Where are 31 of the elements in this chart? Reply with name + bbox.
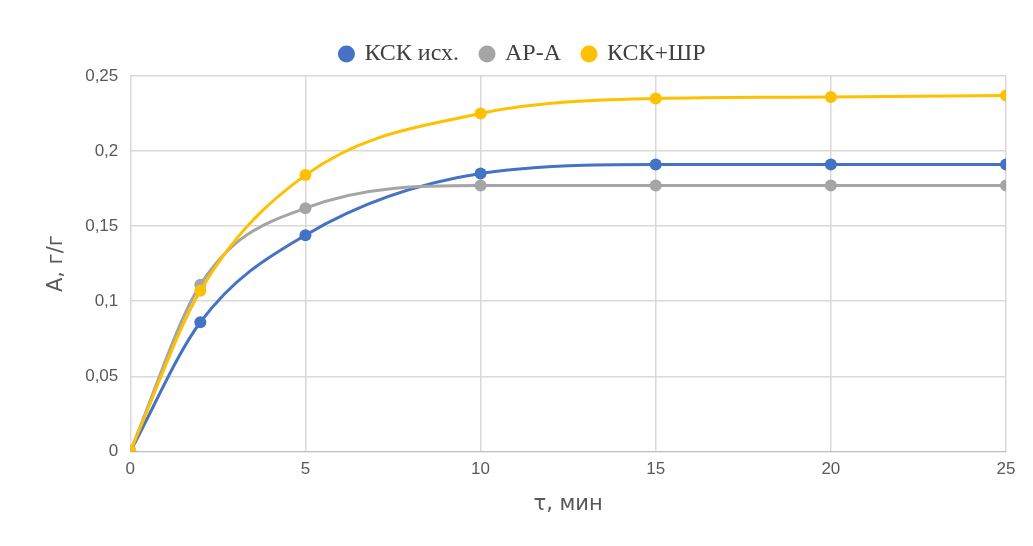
point <box>649 158 662 171</box>
point <box>194 284 207 297</box>
y-tick-label: 0,15 <box>85 215 119 235</box>
point <box>474 167 487 180</box>
x-tick-label: 0 <box>125 459 136 479</box>
point <box>824 179 837 192</box>
legend-label: КСК+ШР <box>607 39 706 66</box>
point <box>474 107 487 120</box>
point <box>649 92 662 105</box>
legend-label: АР-А <box>505 39 562 66</box>
y-tick-label: 0,1 <box>94 290 119 310</box>
point <box>194 316 207 329</box>
point <box>649 179 662 192</box>
y-tick-label: 0,05 <box>85 366 119 386</box>
point <box>824 158 837 171</box>
point <box>299 202 312 215</box>
y-axis-title: А, г/г <box>43 235 68 293</box>
x-tick-label: 10 <box>471 459 491 479</box>
point <box>474 179 487 192</box>
y-tick-label: 0,25 <box>85 65 119 85</box>
x-tick-label: 20 <box>821 459 841 479</box>
legend-label: КСК исх. <box>364 39 460 66</box>
point <box>824 91 837 104</box>
x-tick-label: 15 <box>646 459 666 479</box>
y-tick-label: 0 <box>108 441 119 461</box>
x-tick-label: 5 <box>300 459 311 479</box>
point <box>299 169 312 182</box>
x-axis-title: τ, мин <box>533 490 603 515</box>
x-tick-label: 25 <box>996 459 1016 479</box>
y-tick-label: 0,2 <box>94 140 119 160</box>
point <box>299 229 312 242</box>
